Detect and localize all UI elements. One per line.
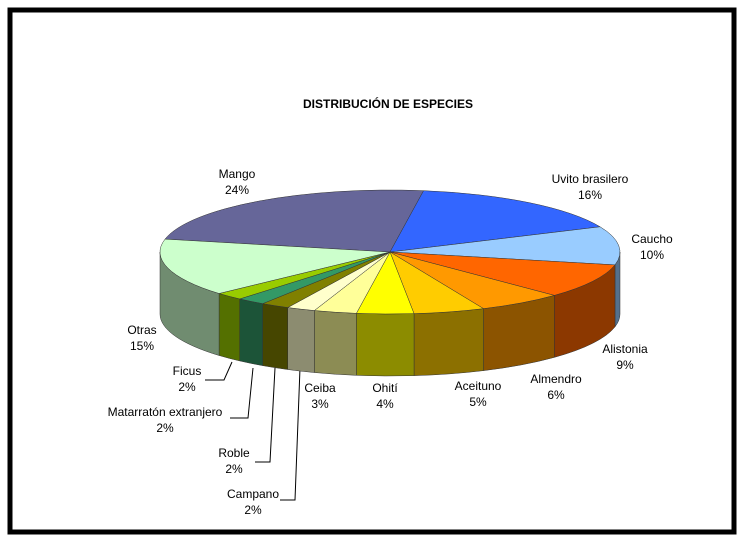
data-label-name: Aceituno (455, 379, 502, 393)
leader-line (230, 367, 254, 419)
data-label-value: 6% (547, 388, 565, 402)
data-label-name: Campano (227, 487, 279, 501)
leader-line (205, 361, 233, 381)
pie-slice-side (262, 303, 288, 370)
pie-slice-side (287, 307, 315, 373)
pie-top (159, 189, 621, 315)
data-label-value: 3% (311, 397, 329, 411)
pie-slice (159, 238, 391, 294)
data-label-value: 16% (578, 188, 602, 202)
pie-sides (159, 251, 621, 377)
data-label-name: Almendro (530, 372, 582, 386)
pie-slice (389, 190, 601, 253)
pie-slice (389, 226, 621, 266)
data-label-value: 2% (244, 503, 262, 517)
data-label-name: Matarratón extranjero (108, 405, 223, 419)
pie-slice-side (356, 313, 415, 377)
data-label-value: 4% (376, 397, 394, 411)
leader-lines (205, 361, 301, 501)
pie-slice (164, 189, 425, 253)
data-label-name: Caucho (631, 232, 673, 246)
data-label-value: 24% (225, 183, 249, 197)
data-label-name: Ficus (173, 364, 202, 378)
pie-slice (389, 251, 616, 296)
data-label-name: Ceiba (304, 381, 336, 395)
data-label-value: 2% (225, 462, 243, 476)
data-label-name: Uvito brasilero (552, 172, 629, 186)
data-label-name: Mango (219, 167, 256, 181)
data-label-value: 5% (469, 395, 487, 409)
leader-line (280, 367, 301, 501)
chart-title: DISTRIBUCIÓN DE ESPECIES (303, 96, 473, 111)
data-label-value: 15% (130, 339, 154, 353)
leader-line (255, 367, 276, 463)
data-label-name: Ohití (372, 381, 398, 395)
data-label-name: Roble (218, 446, 250, 460)
data-label-value: 2% (156, 421, 174, 435)
pie-slice-side (413, 308, 484, 376)
data-label-value: 10% (640, 248, 664, 262)
data-label-name: Otras (127, 323, 156, 337)
pie-slice-side (314, 310, 357, 376)
data-label-value: 2% (178, 380, 196, 394)
pie-slice-side (239, 298, 263, 366)
pie-slice-side (218, 293, 240, 362)
data-label-value: 9% (616, 358, 634, 372)
data-label-name: Alistonia (602, 342, 648, 356)
